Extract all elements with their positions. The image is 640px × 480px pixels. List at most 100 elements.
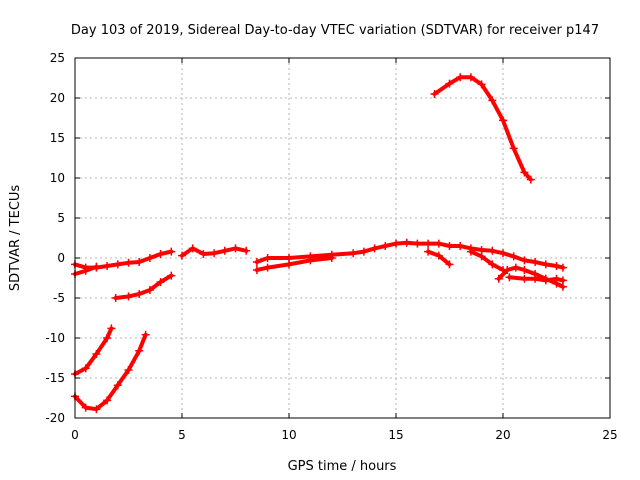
data-point	[456, 73, 465, 82]
y-tick-label: 15	[50, 131, 65, 145]
y-tick-label: 25	[50, 51, 65, 65]
data-point	[135, 290, 144, 298]
data-point	[141, 330, 150, 339]
data-point	[424, 247, 433, 256]
series-seg-low-c	[468, 249, 505, 272]
data-point	[434, 251, 443, 260]
x-tick-label: 0	[71, 428, 79, 442]
data-point	[526, 175, 535, 184]
data-point	[505, 273, 514, 282]
data-point	[392, 239, 400, 248]
data-point	[145, 254, 154, 262]
data-point	[113, 381, 122, 390]
data-point	[456, 242, 465, 250]
data-point	[413, 239, 422, 248]
data-point	[156, 250, 165, 258]
data-point	[167, 271, 176, 280]
data-point	[359, 247, 368, 256]
data-point	[263, 254, 272, 262]
chart-title: Day 103 of 2019, Sidereal Day-to-day VTE…	[71, 23, 599, 38]
data-point	[103, 262, 112, 270]
data-point	[424, 239, 433, 248]
data-point	[541, 260, 550, 269]
data-point	[445, 260, 454, 269]
data-point	[520, 274, 529, 283]
x-tick-label: 5	[178, 428, 186, 442]
data-point	[494, 274, 503, 283]
data-point	[81, 266, 90, 275]
data-point	[477, 252, 486, 261]
data-point	[520, 266, 529, 274]
data-point	[477, 80, 486, 89]
data-point	[81, 403, 90, 412]
data-point	[124, 292, 133, 301]
data-point	[145, 286, 154, 294]
y-tick-label: -10	[45, 331, 65, 345]
data-point	[199, 250, 208, 258]
data-point	[509, 252, 518, 261]
data-point	[520, 256, 529, 265]
x-axis-label: GPS time / hours	[288, 459, 397, 474]
data-point	[488, 260, 497, 269]
data-point	[92, 262, 101, 271]
data-point	[466, 247, 475, 256]
x-tick-label: 25	[602, 428, 617, 442]
grid-lines	[75, 58, 610, 418]
data-point	[103, 334, 112, 342]
data-point	[252, 258, 261, 266]
series-seg-neg-b	[73, 326, 114, 376]
data-point	[402, 238, 411, 247]
data-point	[558, 276, 567, 285]
data-point	[188, 244, 197, 253]
data-point	[541, 276, 550, 285]
data-point	[531, 258, 540, 266]
y-tick-label: 0	[57, 251, 65, 265]
data-point	[210, 249, 219, 258]
series-seg-low-a	[113, 273, 174, 300]
data-point	[430, 90, 439, 98]
data-point	[124, 366, 133, 374]
data-point	[503, 266, 512, 274]
data-point	[531, 274, 540, 283]
data-point	[558, 263, 567, 272]
data-point	[252, 266, 261, 274]
data-point	[349, 249, 358, 258]
data-point	[306, 256, 315, 265]
data-point	[231, 244, 240, 253]
data-point	[552, 262, 561, 270]
y-tick-label: 5	[57, 211, 65, 225]
data-point	[135, 258, 144, 266]
data-point	[81, 364, 90, 373]
data-point	[242, 246, 251, 255]
data-point	[370, 244, 379, 253]
data-point	[156, 278, 165, 286]
data-point	[466, 73, 475, 82]
y-tick-label: 20	[50, 91, 65, 105]
series-seg-high	[432, 75, 533, 182]
data-point	[263, 263, 272, 272]
data-point	[124, 258, 133, 267]
data-point	[499, 249, 507, 258]
data-point	[327, 254, 336, 262]
data-point	[135, 346, 144, 355]
y-tick-label: 10	[50, 171, 65, 185]
y-axis-ticks: -20 -15 -10 -5 0 5 10 15 20 25	[45, 51, 610, 425]
series-seg-main-d	[254, 240, 565, 270]
data-point	[285, 260, 293, 269]
data-point	[113, 260, 122, 269]
data-point	[445, 242, 454, 250]
x-tick-label: 20	[495, 428, 510, 442]
plot-frame	[74, 57, 611, 419]
data-point	[92, 405, 101, 414]
x-tick-label: 10	[281, 428, 296, 442]
x-axis-ticks: 0 5 10 15 20 25	[71, 58, 618, 442]
data-point	[103, 396, 112, 405]
data-point	[107, 324, 116, 333]
data-point	[509, 144, 518, 153]
data-point	[488, 246, 497, 255]
data-point	[434, 239, 443, 248]
y-tick-label: -15	[45, 371, 65, 385]
y-tick-label: -5	[53, 291, 65, 305]
data-point	[552, 274, 561, 283]
